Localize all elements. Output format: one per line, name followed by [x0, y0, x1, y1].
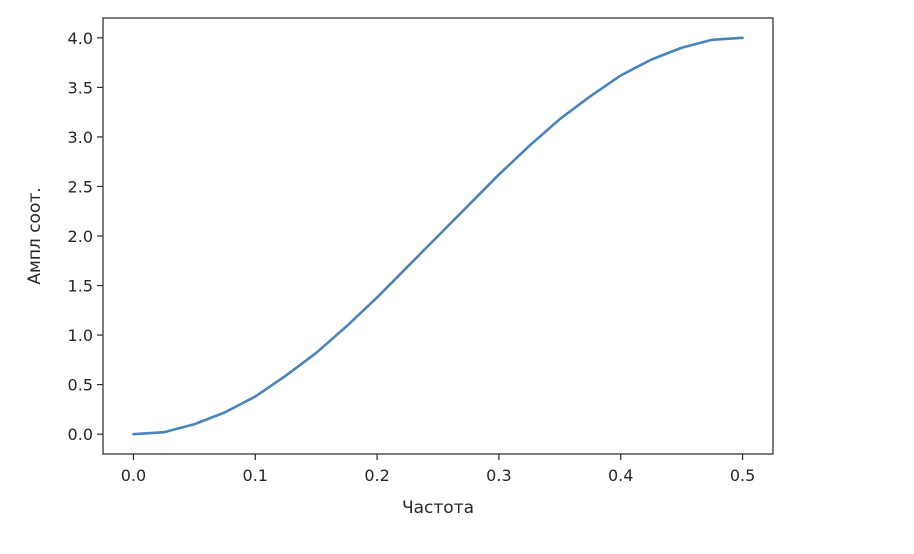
y-tick-label: 2.0 — [68, 227, 93, 246]
series-line — [132, 36, 744, 436]
x-tick-label: 0.1 — [243, 466, 268, 485]
x-tick-label: 0.0 — [121, 466, 146, 485]
x-tick-label: 0.3 — [486, 466, 511, 485]
y-tick-label: 0.0 — [68, 425, 93, 444]
plot-area-frame — [102, 17, 774, 455]
x-tick-label: 0.2 — [364, 466, 389, 485]
y-axis-ticks: 0.0 0.5 1.0 1.5 2.0 2.5 3.0 3.5 4.0 — [68, 29, 103, 444]
y-tick-label: 2.5 — [68, 177, 93, 196]
x-tick-label: 0.4 — [608, 466, 633, 485]
y-tick-label: 1.5 — [68, 277, 93, 296]
y-tick-label: 3.0 — [68, 128, 93, 147]
y-axis-label: Ампл соот. — [25, 187, 45, 284]
x-axis-label: Частота — [402, 498, 474, 518]
y-tick-label: 0.5 — [68, 376, 93, 395]
y-tick-label: 3.5 — [68, 78, 93, 97]
x-tick-label: 0.5 — [730, 466, 755, 485]
plot-series — [132, 36, 744, 436]
y-tick-label: 4.0 — [68, 29, 93, 48]
y-tick-label: 1.0 — [68, 326, 93, 345]
x-axis-ticks: 0.0 0.1 0.2 0.3 0.4 0.5 — [121, 454, 755, 485]
